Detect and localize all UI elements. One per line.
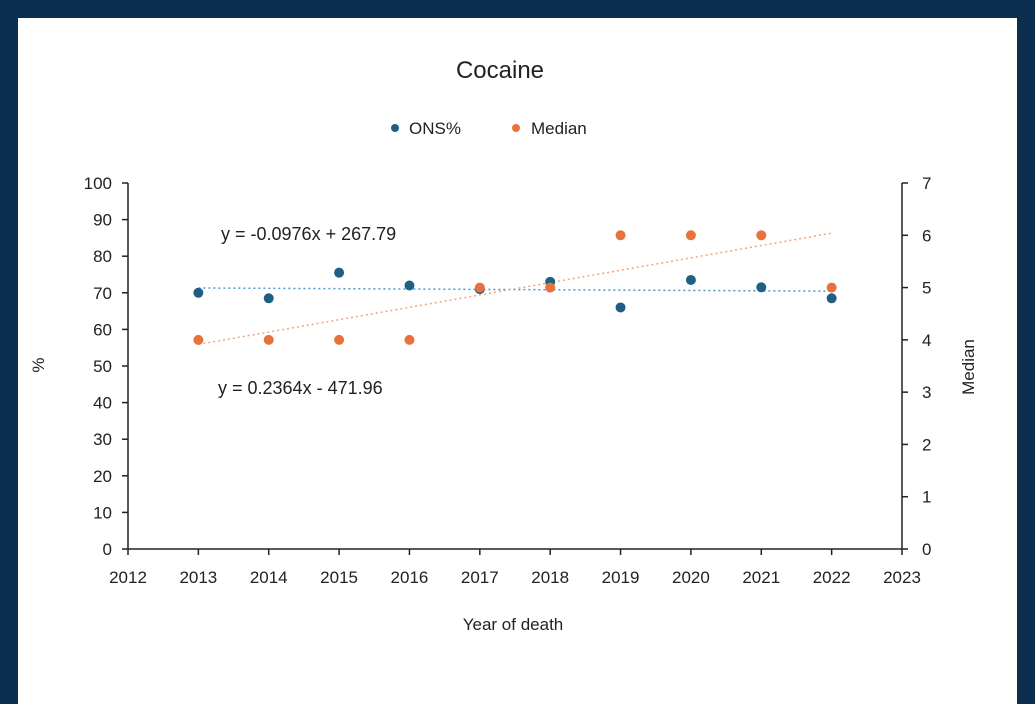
y-axis-title: % (29, 357, 48, 372)
y-tick-label: 0 (103, 540, 112, 559)
data-point-median (615, 230, 626, 241)
y2-tick-label: 1 (922, 488, 931, 507)
data-point-median (334, 334, 345, 345)
data-point-median (404, 334, 415, 345)
y-tick-label: 70 (93, 284, 112, 303)
x-tick-label: 2022 (813, 568, 851, 587)
data-point-ons (756, 282, 767, 293)
data-point-median (826, 282, 837, 293)
scatter-chart: Cocaine ONS% Median 01020304050607080901… (29, 57, 978, 634)
axes: 0 10 20 30 40 50 60 70 80 90 100 0 1 2 3 4 5 6 7 2012 2013 20… (84, 174, 932, 587)
data-point-median (193, 334, 204, 345)
chart-title: Cocaine (456, 57, 544, 84)
x-axis-title: Year of death (463, 615, 564, 634)
y-tick-label: 60 (93, 320, 112, 339)
x-tick-label: 2021 (742, 568, 780, 587)
x-tick-label: 2018 (531, 568, 569, 587)
y-tick-label: 40 (93, 394, 112, 413)
y2-tick-label: 0 (922, 540, 931, 559)
x-tick-label: 2013 (179, 568, 217, 587)
data-point-median (545, 282, 556, 293)
y-tick-label: 20 (93, 467, 112, 486)
data-point-ons (263, 293, 274, 304)
data-point-ons (685, 274, 696, 285)
data-point-median (263, 334, 274, 345)
trendline-equation-ons: y = -0.0976x + 267.79 (221, 224, 396, 244)
legend: ONS% Median (391, 119, 587, 138)
data-point-ons (826, 293, 837, 304)
data-points (193, 230, 837, 345)
y-tick-label: 10 (93, 503, 112, 522)
data-point-ons (334, 267, 345, 278)
chart-panel: Cocaine ONS% Median 0 10 20 30 40 50 60 70 80 90 1… (18, 18, 1017, 704)
data-point-ons (615, 302, 626, 313)
trendline-ons (198, 287, 832, 292)
y2-tick-label: 6 (922, 226, 931, 245)
data-point-median (474, 282, 485, 293)
y2-tick-label: 4 (922, 331, 931, 350)
legend-label-median: Median (531, 119, 587, 138)
y-tick-label: 80 (93, 247, 112, 266)
data-point-median (685, 230, 696, 241)
x-tick-label: 2020 (672, 568, 710, 587)
legend-marker-ons (391, 124, 399, 132)
x-tick-label: 2017 (461, 568, 499, 587)
y-tick-label: 90 (93, 211, 112, 230)
y2-axis-title: Median (959, 339, 978, 395)
x-tick-label: 2012 (109, 568, 147, 587)
x-tick-label: 2019 (602, 568, 640, 587)
y-tick-label: 50 (93, 357, 112, 376)
data-point-ons (193, 287, 204, 298)
trendline-equation-median: y = 0.2364x - 471.96 (218, 378, 383, 398)
x-tick-label: 2015 (320, 568, 358, 587)
y2-tick-label: 5 (922, 279, 931, 298)
x-tick-label: 2023 (883, 568, 921, 587)
y2-tick-label: 2 (922, 435, 931, 454)
x-tick-label: 2014 (250, 568, 288, 587)
data-point-median (756, 230, 767, 241)
x-tick-label: 2016 (391, 568, 429, 587)
y2-tick-label: 3 (922, 383, 931, 402)
y-tick-label: 30 (93, 430, 112, 449)
y-tick-label: 100 (84, 174, 112, 193)
data-point-ons (404, 280, 415, 291)
legend-marker-median (512, 124, 520, 132)
trendline-median (198, 232, 832, 346)
legend-label-ons: ONS% (409, 119, 461, 138)
y2-tick-label: 7 (922, 174, 931, 193)
trendlines (198, 232, 832, 346)
